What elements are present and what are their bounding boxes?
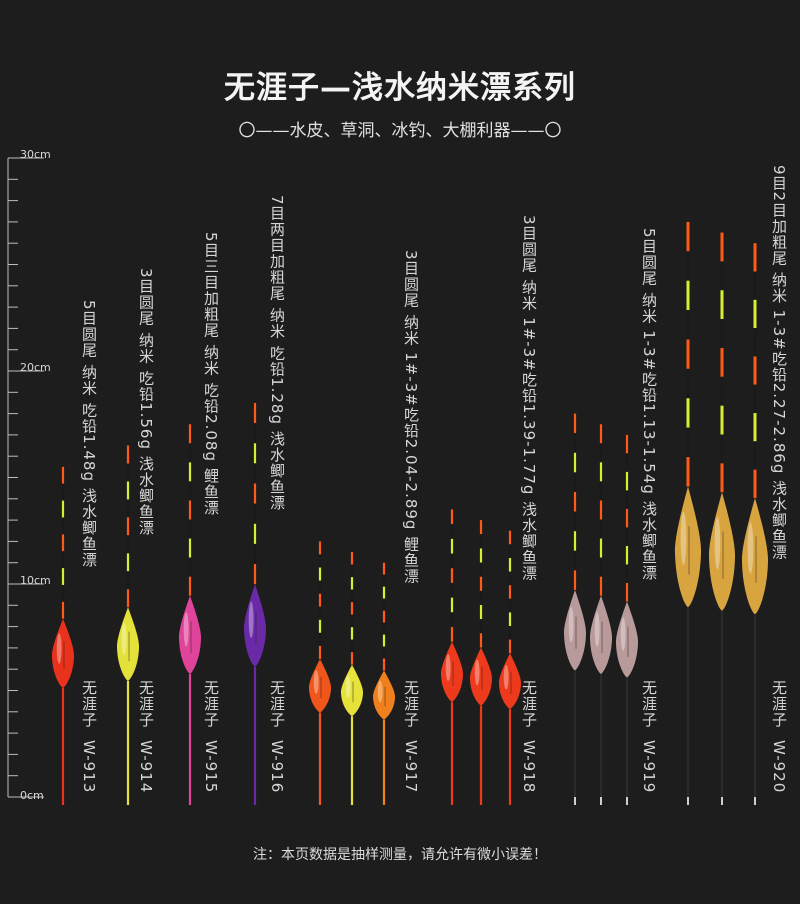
float-body-highlight — [747, 522, 754, 574]
spec-w913: 5目圆尾 纳米 吃铅1.48g 浅水鲫鱼漂 — [80, 300, 98, 568]
brand-w920: 无涯子 — [770, 680, 788, 728]
float-body-highlight — [56, 633, 62, 664]
float-body — [589, 595, 613, 674]
float-body-highlight — [377, 680, 383, 703]
float-body-highlight — [183, 612, 189, 647]
spec-w916: 7目两目加粗尾 纳米 吃铅1.28g 浅水鲫鱼漂 — [268, 195, 286, 511]
float-body — [708, 492, 736, 611]
float-w-919-2 — [589, 424, 613, 805]
float-body-highlight — [313, 670, 319, 694]
float-body — [469, 647, 493, 706]
brand-w918: 无涯子 — [520, 680, 538, 728]
float-body — [440, 641, 464, 703]
float-w-919-3 — [615, 434, 639, 805]
code-w918: W-918 — [520, 740, 538, 794]
ruler-label-30: 30cm — [20, 148, 51, 161]
code-w915: W-915 — [202, 740, 220, 794]
float-w-917-2 — [340, 552, 364, 805]
brand-w914: 无涯子 — [137, 680, 155, 728]
float-body — [243, 584, 267, 667]
brand-w916: 无涯子 — [268, 680, 286, 728]
spec-w919: 5目圆尾 纳米 1-3#吃铅1.13-1.54g 浅水鲫鱼漂 — [640, 228, 658, 581]
float-body — [308, 658, 332, 713]
float-body-highlight — [594, 612, 600, 647]
float-body — [178, 595, 202, 674]
float-body — [563, 589, 587, 671]
float-w-915-1 — [178, 424, 202, 805]
float-body-highlight — [714, 517, 721, 570]
float-w-913-1 — [51, 466, 75, 805]
float-body — [51, 618, 75, 689]
float-body — [615, 601, 639, 678]
ruler-label-10: 10cm — [20, 574, 51, 587]
float-body — [674, 486, 702, 608]
float-body-highlight — [474, 659, 480, 686]
float-body-highlight — [121, 622, 127, 656]
float-body-highlight — [568, 606, 574, 643]
float-w-917-1 — [308, 541, 332, 805]
code-w914: W-914 — [137, 740, 155, 794]
float-w-918-2 — [469, 520, 493, 805]
float-w-916-1 — [243, 402, 267, 805]
float-body-highlight — [503, 664, 509, 690]
float-w-920-2 — [708, 232, 736, 805]
float-w-919-1 — [563, 413, 587, 805]
float-body — [340, 664, 364, 717]
float-w-917-3 — [372, 562, 396, 805]
float-body — [372, 670, 396, 720]
spec-w915: 5目三目加粗尾 纳米 吃铅2.08g 鲤鱼漂 — [202, 232, 220, 516]
brand-w917: 无涯子 — [402, 680, 420, 728]
float-w-918-1 — [440, 509, 464, 805]
float-body — [498, 653, 522, 710]
float-body-highlight — [680, 511, 687, 565]
float-body — [741, 497, 769, 615]
page-subtitle: 〇——水皮、草洞、冰钓、大棚利器——〇 — [238, 121, 562, 141]
code-w919: W-919 — [640, 740, 658, 794]
float-body-highlight — [345, 675, 351, 699]
float-body-highlight — [620, 617, 626, 651]
spec-w918: 3目圆尾 纳米 1#-3#吃铅1.39-1.77g 浅水鲫鱼漂 — [520, 215, 538, 582]
float-body-highlight — [248, 601, 254, 639]
measurement-note: 注：本页数据是抽样测量，请允许有微小误差！ — [253, 847, 547, 863]
code-w917: W-917 — [402, 740, 420, 794]
brand-w919: 无涯子 — [640, 680, 658, 728]
ruler-label-0: 0cm — [20, 789, 44, 802]
brand-w915: 无涯子 — [202, 680, 220, 728]
code-w920: W-920 — [770, 740, 788, 794]
float-w-918-3 — [498, 530, 522, 805]
ruler-label-20: 20cm — [20, 361, 51, 374]
spec-w914: 3目圆尾 纳米 吃铅1.56g 浅水鲫鱼漂 — [137, 268, 155, 536]
float-body-highlight — [445, 654, 451, 681]
float-body — [116, 607, 140, 682]
float-w-920-3 — [741, 243, 769, 805]
spec-w917: 3目圆尾 纳米 1#-3#吃铅2.04-2.89g 鲤鱼漂 — [402, 250, 420, 585]
code-w913: W-913 — [80, 740, 98, 794]
page-title: 无涯子—浅水纳米漂系列 — [224, 70, 576, 106]
float-w-914-1 — [116, 445, 140, 805]
brand-w913: 无涯子 — [80, 680, 98, 728]
float-w-920-1 — [674, 221, 702, 805]
spec-w920: 9目2目加粗尾 纳米 1-3#吃铅2.27-2.86g 浅水鲫鱼漂 — [770, 165, 788, 561]
code-w916: W-916 — [268, 740, 286, 794]
